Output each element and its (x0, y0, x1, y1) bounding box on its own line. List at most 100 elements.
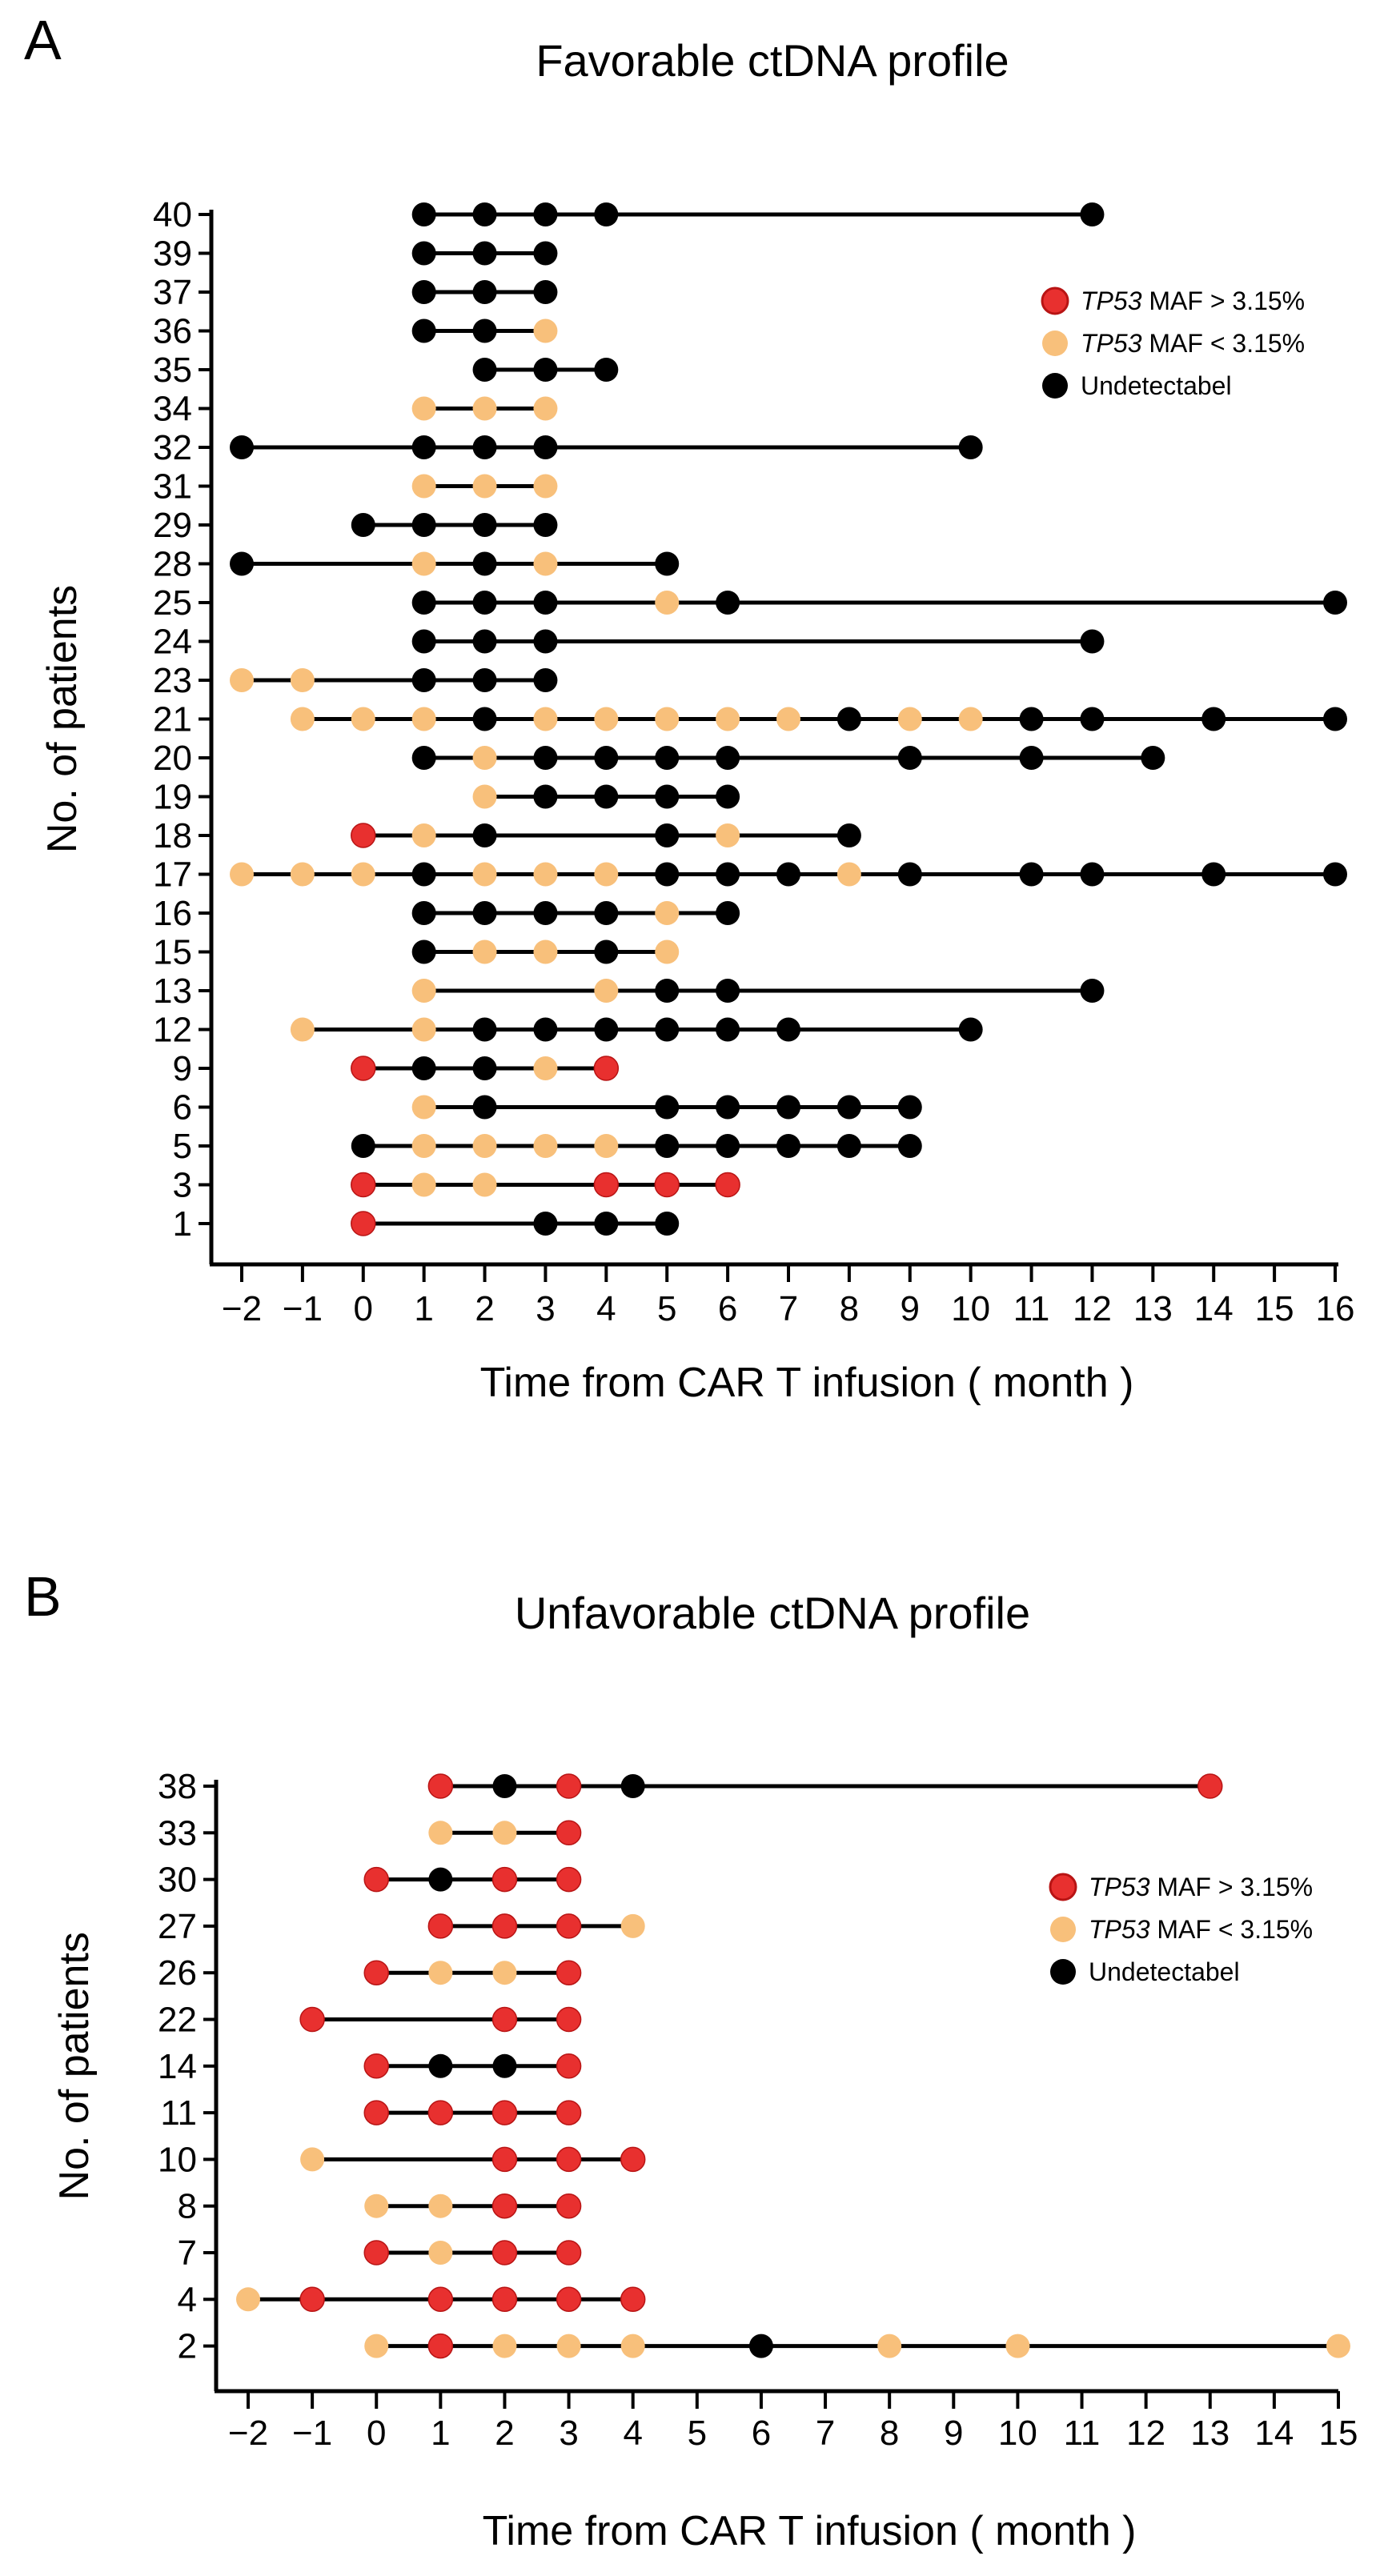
data-point-undetectable (716, 746, 740, 770)
data-point-high (556, 2193, 582, 2219)
y-tick-label: 13 (153, 972, 192, 1011)
data-point-undetectable (472, 513, 497, 537)
data-point-undetectable (472, 1095, 497, 1120)
x-tick-label: 10 (998, 2414, 1037, 2453)
data-point-low (716, 707, 740, 731)
data-point-high (654, 1172, 680, 1198)
data-point-undetectable (472, 202, 497, 226)
x-tick-label: 3 (536, 1289, 555, 1328)
data-point-high (491, 1913, 518, 1939)
data-point-undetectable (1019, 862, 1044, 887)
data-point-low (655, 901, 680, 925)
y-tick-label: 7 (178, 2233, 197, 2273)
x-tick-label: 1 (414, 1289, 433, 1328)
data-point-undetectable (1080, 629, 1105, 654)
y-tick-label: 25 (153, 583, 192, 623)
data-point-low (472, 1172, 497, 1197)
x-tick-label: 15 (1255, 1289, 1294, 1328)
x-tick-label: 4 (623, 2414, 642, 2453)
data-point-high (491, 2006, 518, 2033)
data-point-low (533, 318, 558, 343)
data-point-high (556, 1820, 582, 1846)
data-point-undetectable (533, 1212, 558, 1236)
data-point-undetectable (716, 979, 740, 1003)
legend-label: TP53 MAF < 3.15% (1089, 1915, 1313, 1944)
x-tick-label: 9 (944, 2414, 963, 2453)
data-point-low (533, 551, 558, 576)
legend-label: TP53 MAF > 3.15% (1089, 1873, 1313, 1901)
data-point-low (230, 668, 254, 692)
data-point-high (556, 1866, 582, 1893)
data-point-undetectable (655, 823, 680, 847)
data-point-undetectable (716, 862, 740, 887)
data-point-undetectable (716, 1134, 740, 1158)
data-point-low (364, 2193, 389, 2218)
y-tick-label: 2 (178, 2327, 197, 2366)
data-point-low (472, 784, 497, 809)
data-point-undetectable (411, 939, 436, 964)
x-tick-label: 1 (431, 2414, 450, 2453)
data-point-undetectable (716, 784, 740, 809)
panel-b-letter: B (24, 1565, 62, 1628)
data-point-undetectable (411, 862, 436, 887)
data-point-low (364, 2334, 389, 2358)
data-point-undetectable (776, 1095, 800, 1120)
y-tick-label: 11 (160, 2093, 197, 2133)
data-point-undetectable (1080, 707, 1105, 731)
data-point-undetectable (533, 629, 558, 654)
data-point-undetectable (655, 746, 680, 770)
data-point-undetectable (411, 280, 436, 304)
y-tick-label: 34 (153, 390, 192, 429)
data-point-low (594, 979, 619, 1003)
y-tick-label: 18 (153, 816, 192, 855)
y-tick-label: 29 (153, 506, 192, 545)
data-point-high (351, 1056, 376, 1081)
data-point-low (472, 474, 497, 499)
data-point-low (428, 2241, 453, 2265)
y-tick-label: 40 (153, 195, 192, 234)
data-point-undetectable (351, 1134, 375, 1158)
y-tick-label: 24 (153, 623, 192, 662)
data-point-low (620, 1913, 645, 1938)
data-point-undetectable (594, 202, 619, 226)
data-point-low (1005, 2334, 1030, 2358)
x-tick-label: −2 (228, 2414, 268, 2453)
data-point-low (411, 396, 436, 421)
data-point-low (655, 707, 680, 731)
data-point-undetectable (533, 1017, 558, 1042)
data-point-high (1197, 1773, 1223, 1799)
data-point-high (593, 1056, 620, 1081)
data-point-low (290, 707, 315, 731)
data-point-low (556, 2334, 581, 2358)
data-point-high (491, 2240, 518, 2266)
data-point-undetectable (1323, 591, 1347, 615)
x-tick-label: 14 (1194, 1289, 1234, 1328)
data-point-undetectable (594, 784, 619, 809)
x-axis-title: Time from CAR T infusion ( month ) (483, 2508, 1137, 2554)
data-point-undetectable (533, 280, 558, 304)
data-point-undetectable (472, 435, 497, 459)
data-point-low (716, 823, 740, 847)
data-point-low (428, 2193, 453, 2218)
data-point-high (556, 2286, 582, 2313)
data-point-undetectable (620, 1774, 645, 1798)
data-point-undetectable (958, 1017, 983, 1042)
x-axis-title: Time from CAR T infusion ( month ) (480, 1360, 1134, 1406)
data-point-undetectable (655, 862, 680, 887)
data-point-high (556, 2053, 582, 2079)
x-tick-label: −2 (222, 1289, 262, 1328)
data-point-high (491, 2286, 518, 2313)
data-point-undetectable (472, 1017, 497, 1042)
legend-label: Undetectabel (1081, 371, 1232, 400)
data-point-undetectable (1019, 707, 1044, 731)
legend-marker-low (1050, 1917, 1076, 1942)
data-point-high (556, 2146, 582, 2173)
data-point-low (533, 1056, 558, 1080)
data-point-undetectable (594, 746, 619, 770)
legend-marker-low (1042, 331, 1068, 356)
data-point-undetectable (351, 513, 375, 537)
data-point-high (556, 2240, 582, 2266)
data-point-low (492, 1961, 517, 1985)
data-point-undetectable (411, 318, 436, 343)
